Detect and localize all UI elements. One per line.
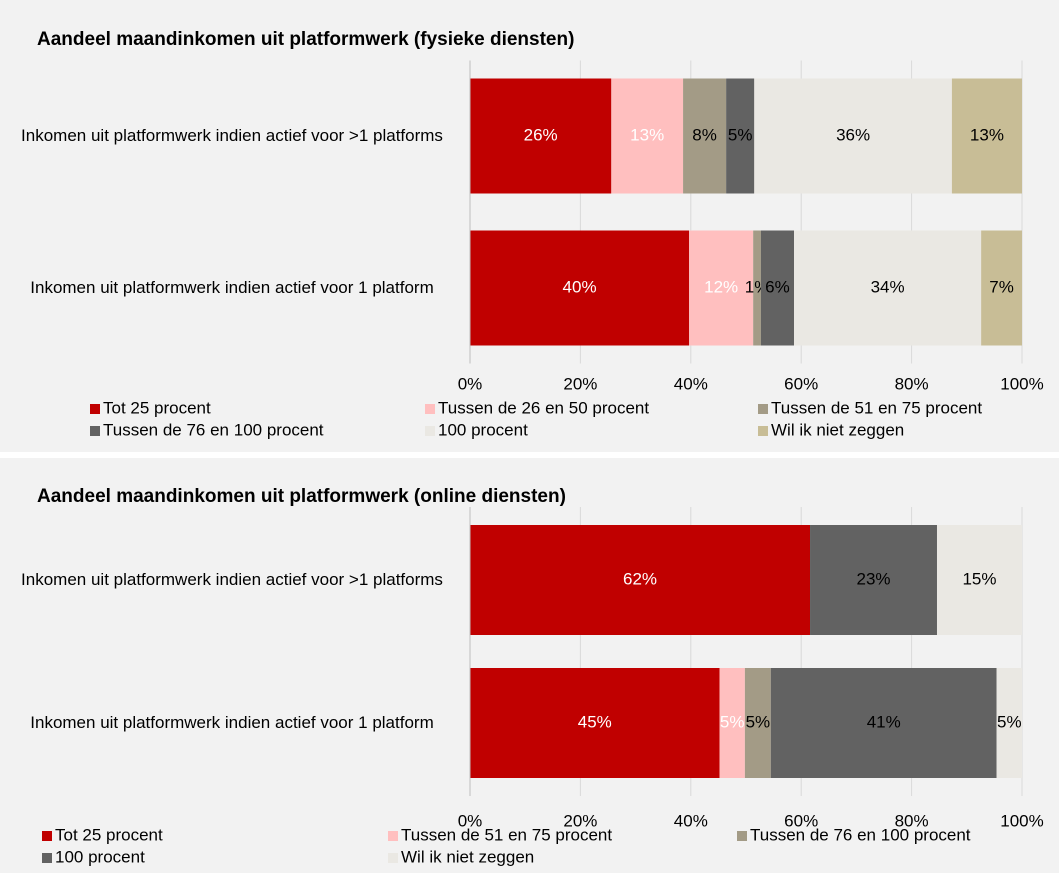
bar-segment xyxy=(744,668,771,778)
bar-segment xyxy=(611,78,684,194)
bar-segment xyxy=(794,230,982,346)
data-label: 34% xyxy=(871,277,905,296)
bar-segment xyxy=(683,78,727,194)
bar-segment xyxy=(754,78,952,194)
bar-segment xyxy=(470,525,811,635)
data-label: 15% xyxy=(962,569,996,588)
legend-label: Wil ik niet zeggen xyxy=(771,420,904,439)
bar-segment xyxy=(689,230,754,346)
bar-segment xyxy=(770,668,997,778)
data-label: 12% xyxy=(704,277,738,296)
bar-segment xyxy=(719,668,745,778)
legend-swatch xyxy=(90,426,100,436)
data-label: 6% xyxy=(765,277,790,296)
legend-swatch xyxy=(42,853,52,863)
x-tick-label: 100% xyxy=(1000,374,1043,393)
bar-segment xyxy=(981,230,1022,346)
category-label: Inkomen uit platformwerk indien actief v… xyxy=(21,126,443,145)
category-label: Inkomen uit platformwerk indien actief v… xyxy=(30,278,434,297)
bar-segment xyxy=(810,525,937,635)
bar-segment xyxy=(470,668,720,778)
legend-swatch xyxy=(42,831,52,841)
bar-segment xyxy=(996,668,1022,778)
category-label: Inkomen uit platformwerk indien actief v… xyxy=(21,570,443,589)
x-tick-label: 80% xyxy=(895,374,929,393)
data-label: 36% xyxy=(836,125,870,144)
bar-segment xyxy=(760,230,795,346)
data-label: 5% xyxy=(720,712,745,731)
x-tick-label: 100% xyxy=(1000,811,1043,830)
x-tick-label: 60% xyxy=(784,374,818,393)
bar-segment xyxy=(470,78,612,194)
legend-label: Tussen de 51 en 75 procent xyxy=(771,398,982,417)
chart-title: Aandeel maandinkomen uit platformwerk (o… xyxy=(37,486,566,507)
x-tick-label: 60% xyxy=(784,811,818,830)
legend-label: Wil ik niet zeggen xyxy=(401,847,534,866)
data-label: 5% xyxy=(728,125,753,144)
bar-segment xyxy=(951,78,1022,194)
legend-swatch xyxy=(425,404,435,414)
data-label: 5% xyxy=(746,712,771,731)
data-label: 40% xyxy=(563,277,597,296)
legend-label: 100 procent xyxy=(438,420,528,439)
bar-segment xyxy=(753,230,761,346)
x-tick-label: 0% xyxy=(458,374,483,393)
data-label: 23% xyxy=(856,569,890,588)
chart: Aandeel maandinkomen uit platformwerk (f… xyxy=(37,29,1044,439)
chart-panel: Aandeel maandinkomen uit platformwerk (f… xyxy=(0,0,1059,452)
legend-label: Tussen de 51 en 75 procent xyxy=(401,825,612,844)
legend-label: Tot 25 procent xyxy=(55,825,163,844)
data-label: 13% xyxy=(630,125,664,144)
chart-title: Aandeel maandinkomen uit platformwerk (f… xyxy=(37,29,574,50)
category-label: Inkomen uit platformwerk indien actief v… xyxy=(30,713,434,732)
legend-swatch xyxy=(388,831,398,841)
bar-segment xyxy=(936,525,1022,635)
x-tick-label: 40% xyxy=(674,811,708,830)
data-label: 45% xyxy=(578,712,612,731)
data-label: 26% xyxy=(524,125,558,144)
legend-swatch xyxy=(388,853,398,863)
data-label: 62% xyxy=(623,569,657,588)
legend-label: 100 procent xyxy=(55,847,145,866)
legend-swatch xyxy=(758,426,768,436)
bar-segment xyxy=(726,78,755,194)
legend-label: Tot 25 procent xyxy=(103,398,211,417)
legend-swatch xyxy=(425,426,435,436)
legend-swatch xyxy=(758,404,768,414)
legend-label: Tussen de 76 en 100 procent xyxy=(750,825,971,844)
data-label: 13% xyxy=(970,125,1004,144)
chart: Aandeel maandinkomen uit platformwerk (o… xyxy=(37,486,1044,866)
legend-swatch xyxy=(737,831,747,841)
legend-label: Tussen de 26 en 50 procent xyxy=(438,398,649,417)
data-label: 5% xyxy=(997,712,1022,731)
x-tick-label: 0% xyxy=(458,811,483,830)
x-tick-label: 20% xyxy=(563,374,597,393)
data-label: 7% xyxy=(989,277,1014,296)
data-label: 8% xyxy=(692,125,717,144)
data-label: 41% xyxy=(867,712,901,731)
legend-swatch xyxy=(90,404,100,414)
bar-segment xyxy=(470,230,690,346)
x-tick-label: 80% xyxy=(895,811,929,830)
legend-label: Tussen de 76 en 100 procent xyxy=(103,420,324,439)
x-tick-label: 20% xyxy=(563,811,597,830)
chart-panel: Aandeel maandinkomen uit platformwerk (o… xyxy=(0,458,1059,873)
x-tick-label: 40% xyxy=(674,374,708,393)
